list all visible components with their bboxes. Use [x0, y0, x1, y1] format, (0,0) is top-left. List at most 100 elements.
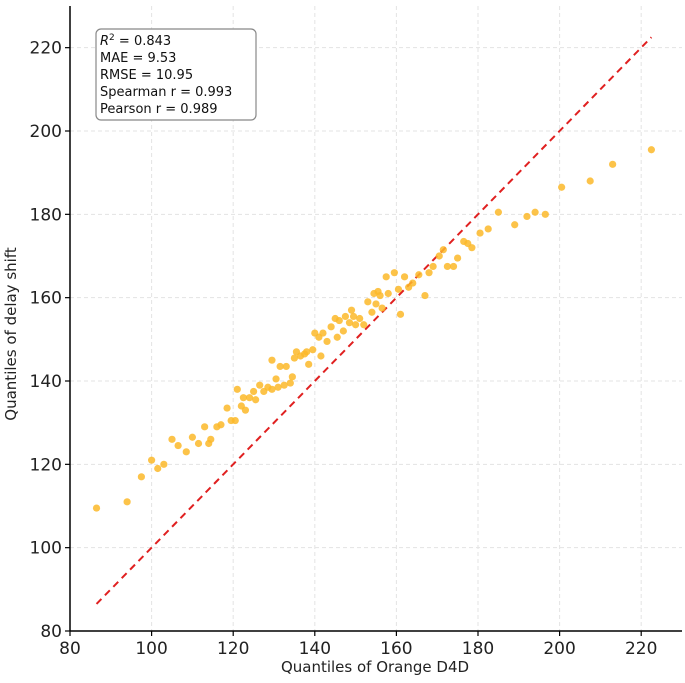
data-point: [272, 375, 280, 383]
y-tick-label: 100: [30, 539, 62, 559]
data-point: [168, 435, 176, 443]
data-point: [647, 146, 656, 154]
data-point: [339, 327, 347, 335]
data-point: [268, 385, 276, 393]
data-point: [345, 319, 354, 327]
stat-mae: MAE = 9.53: [100, 51, 176, 66]
data-point: [323, 337, 331, 346]
data-point: [256, 381, 264, 389]
stat-rmse: RMSE = 10.95: [100, 68, 193, 83]
data-point: [303, 348, 311, 356]
data-point: [276, 362, 284, 371]
x-tick-label: 80: [59, 639, 81, 659]
data-point: [449, 262, 458, 271]
data-point: [280, 381, 288, 389]
reference-line-y-equals-x: [95, 36, 653, 605]
data-point: [245, 394, 254, 402]
data-point: [154, 464, 162, 473]
data-point: [288, 373, 296, 381]
stat-r2: R2 = 0.843: [100, 33, 171, 49]
data-point: [194, 439, 203, 448]
y-tick-label: 120: [30, 455, 62, 475]
data-point: [305, 360, 313, 368]
data-point: [123, 498, 131, 506]
data-point: [201, 423, 209, 431]
data-point: [396, 310, 405, 318]
data-point: [376, 291, 384, 300]
data-point: [239, 394, 247, 402]
data-point: [309, 346, 317, 354]
y-tick-label: 140: [30, 372, 62, 392]
data-point: [282, 362, 290, 371]
data-point: [382, 273, 390, 281]
data-point: [356, 314, 364, 323]
stat-pearson: Pearson r = 0.989: [100, 102, 218, 117]
y-tick-label: 80: [40, 622, 62, 642]
data-point: [352, 321, 360, 329]
data-point: [558, 183, 566, 191]
x-tick-label: 140: [299, 639, 331, 659]
stat-spearman: Spearman r = 0.993: [100, 85, 232, 100]
data-point: [484, 225, 492, 233]
data-point: [241, 406, 250, 414]
data-point: [174, 441, 182, 450]
data-point: [364, 298, 372, 306]
x-tick-label: 120: [217, 639, 249, 659]
data-point: [586, 177, 594, 185]
data-point: [182, 448, 190, 456]
data-point: [188, 433, 196, 441]
data-point: [372, 300, 380, 308]
data-point: [360, 321, 368, 329]
data-point: [335, 316, 343, 325]
y-axis-title: Quantiles of delay shift: [2, 247, 20, 421]
data-point: [252, 396, 260, 404]
data-point: [476, 229, 484, 237]
x-tick-label: 100: [135, 639, 167, 659]
data-point: [148, 456, 156, 464]
data-point: [217, 421, 225, 429]
data-point: [317, 352, 325, 360]
data-point: [274, 383, 282, 391]
x-tick-label: 200: [543, 639, 575, 659]
data-point: [494, 208, 502, 216]
data-point: [511, 221, 519, 229]
data-point: [290, 354, 298, 362]
data-point: [137, 473, 145, 481]
data-point: [250, 387, 258, 396]
data-point: [394, 285, 403, 293]
data-point: [92, 504, 101, 512]
data-point: [349, 312, 358, 321]
y-tick-label: 180: [30, 205, 62, 225]
y-tick-label: 220: [30, 39, 62, 59]
data-point: [454, 254, 462, 262]
data-point: [327, 323, 335, 331]
data-point: [415, 271, 423, 279]
x-axis-ticks: 80 100 120 140 160 180 200 220: [59, 631, 657, 659]
data-point: [390, 269, 398, 277]
stats-box: R2 = 0.843 MAE = 9.53 RMSE = 10.95 Spear…: [95, 28, 257, 121]
data-point: [400, 273, 409, 281]
data-points: [92, 146, 656, 512]
data-point: [439, 246, 447, 254]
x-tick-label: 160: [380, 639, 412, 659]
data-point: [268, 356, 276, 364]
data-point: [468, 244, 476, 252]
data-point: [286, 379, 294, 387]
data-point: [223, 404, 231, 412]
y-axis-ticks: 80 100 120 140 160 180 200 220: [30, 39, 70, 642]
data-point: [531, 208, 539, 216]
stats-box-frame: [95, 28, 257, 121]
y-tick-label: 160: [30, 289, 62, 309]
data-point: [425, 269, 433, 277]
axes: [69, 6, 682, 632]
data-point: [435, 252, 443, 260]
x-tick-label: 180: [462, 639, 494, 659]
data-point: [231, 416, 239, 425]
data-point: [378, 304, 386, 312]
y-tick-label: 200: [30, 122, 62, 142]
data-point: [160, 460, 168, 468]
data-point: [333, 333, 341, 341]
data-point: [368, 308, 376, 316]
data-point: [429, 262, 437, 271]
